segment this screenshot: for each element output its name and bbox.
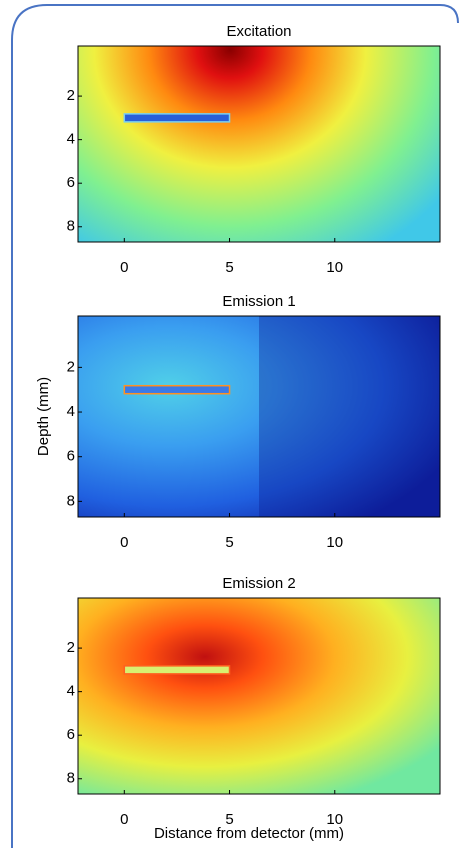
- y-tick-label: 8: [67, 218, 75, 235]
- rod: [123, 384, 231, 395]
- x-tick-label: 0: [120, 534, 128, 551]
- y-tick-label: 2: [67, 87, 75, 104]
- rod: [123, 113, 231, 123]
- plots: Excitation 0 5 10 2 4 6 8 Emission 1 0 5 10 2 4 6 8 Dept…: [35, 23, 441, 842]
- y-tick-label: 8: [67, 492, 75, 509]
- y-tick-label: 6: [67, 726, 75, 743]
- x-tick-label: 10: [326, 534, 343, 551]
- x-tick-label: 5: [225, 811, 233, 828]
- plot-border: [77, 597, 441, 795]
- plot-title: Emission 2: [222, 575, 295, 592]
- heatmap-image: [78, 46, 440, 242]
- y-tick-label: 4: [67, 403, 75, 420]
- y-tick-label: 4: [67, 683, 75, 700]
- rod: [123, 665, 231, 675]
- y-tick-label: 2: [67, 639, 75, 656]
- frame: [11, 4, 459, 848]
- plot-title: Emission 1: [222, 293, 295, 310]
- heatmap-image: [78, 598, 440, 794]
- plot-border: [77, 315, 441, 518]
- x-tick-label: 5: [225, 259, 233, 276]
- y-axis-label: Depth (mm): [35, 377, 52, 456]
- x-axis-label: Distance from detector (mm): [154, 825, 344, 842]
- x-tick-label: 5: [225, 534, 233, 551]
- heatmap-image: [78, 316, 440, 517]
- x-tick-label: 10: [326, 811, 343, 828]
- x-tick-label: 0: [120, 811, 128, 828]
- y-tick-label: 6: [67, 448, 75, 465]
- x-tick-label: 0: [120, 259, 128, 276]
- y-tick-label: 8: [67, 770, 75, 787]
- plot-title: Excitation: [226, 23, 291, 40]
- y-tick-label: 2: [67, 358, 75, 375]
- y-tick-label: 4: [67, 131, 75, 148]
- heatmap-shade: [259, 316, 440, 517]
- y-tick-label: 6: [67, 174, 75, 191]
- x-tick-label: 10: [326, 259, 343, 276]
- plot-border: [77, 45, 441, 243]
